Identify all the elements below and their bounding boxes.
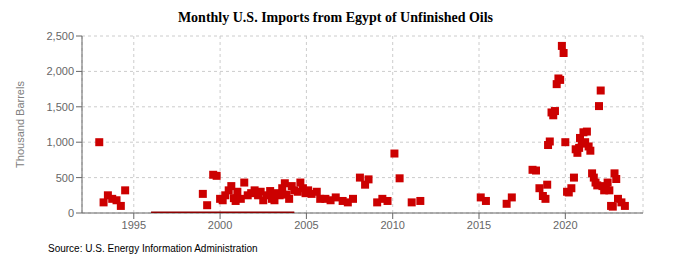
svg-text:2005: 2005 <box>294 219 318 231</box>
svg-text:2,500: 2,500 <box>46 30 74 42</box>
svg-text:2015: 2015 <box>467 219 491 231</box>
svg-text:2020: 2020 <box>553 219 577 231</box>
svg-text:1,500: 1,500 <box>46 101 74 113</box>
svg-text:500: 500 <box>56 172 74 184</box>
svg-text:2010: 2010 <box>380 219 404 231</box>
html-text:Source: U.S. Energy Informatio: Source: U.S. Energy Information Administ… <box>48 243 258 254</box>
html-text:Monthly U.S. Imports from Egyp: Monthly U.S. Imports from Egypt of Unfin… <box>177 10 494 25</box>
svg-text:2,000: 2,000 <box>46 65 74 77</box>
svg-text:2000: 2000 <box>208 219 232 231</box>
svg-text:0: 0 <box>68 207 74 219</box>
svg-text:1995: 1995 <box>122 219 146 231</box>
svg-text:1,000: 1,000 <box>46 136 74 148</box>
svg-text:Thousand Barrels: Thousand Barrels <box>14 81 26 168</box>
